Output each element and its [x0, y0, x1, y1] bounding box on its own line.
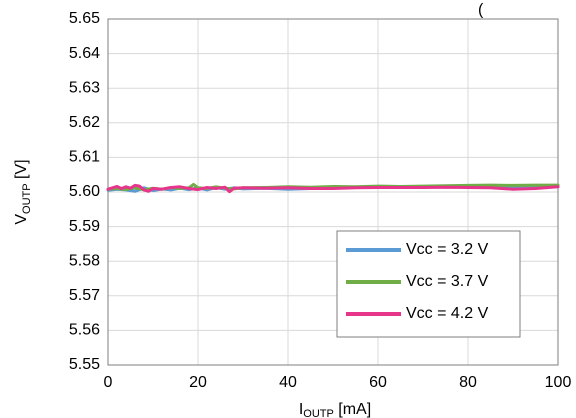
x-axis-label-main: I [299, 401, 303, 418]
x-axis-label-sub: OUTP [303, 408, 334, 418]
y-axis-label: VOUTP [V] [13, 159, 33, 224]
x-tick-label: 60 [369, 374, 387, 391]
y-tick-label: 5.61 [69, 149, 100, 166]
legend-label-1: Vcc = 3.2 V [406, 241, 489, 258]
y-tick-label: 5.57 [69, 287, 100, 304]
y-tick-label: 5.65 [69, 10, 100, 27]
y-tick-label: 5.59 [69, 218, 100, 235]
x-axis-label-unit: [mA] [334, 401, 371, 418]
y-tick-label: 5.60 [69, 183, 100, 200]
legend-label-3: Vcc = 4.2 V [406, 305, 489, 322]
legend-label-2: Vcc = 3.7 V [406, 273, 489, 290]
legend: Vcc = 3.2 V Vcc = 3.7 V Vcc = 4.2 V [336, 230, 521, 338]
y-tick-label: 5.63 [69, 79, 100, 96]
y-tick-label: 5.62 [69, 114, 100, 131]
plot-area-frame [107, 18, 559, 366]
x-axis-label: IOUTP [mA] [299, 401, 371, 418]
legend-items: Vcc = 3.2 V Vcc = 3.7 V Vcc = 4.2 V [346, 241, 489, 322]
series-lines [106, 182, 560, 194]
chart-title-fragment: ( [478, 1, 484, 18]
x-tick-label: 40 [279, 374, 297, 391]
x-tick-label: 100 [545, 374, 572, 391]
x-tick-label: 20 [189, 374, 207, 391]
x-tick-label: 0 [104, 374, 113, 391]
x-axis-ticks: 0 20 40 60 80 100 [104, 374, 572, 391]
series-line-3 [106, 183, 560, 194]
y-axis-label-main: V [13, 214, 30, 225]
y-axis-ticks: 5.55 5.56 5.57 5.58 5.59 5.60 5.61 5.62 5.63 5.64… [69, 10, 100, 373]
y-tick-label: 5.64 [69, 45, 100, 62]
y-tick-label: 5.58 [69, 252, 100, 269]
x-tick-label: 80 [459, 374, 477, 391]
y-axis-label-sub: OUTP [21, 183, 33, 214]
y-tick-label: 5.55 [69, 356, 100, 373]
y-axis-label-unit: [V] [13, 159, 30, 183]
y-tick-label: 5.56 [69, 322, 100, 339]
